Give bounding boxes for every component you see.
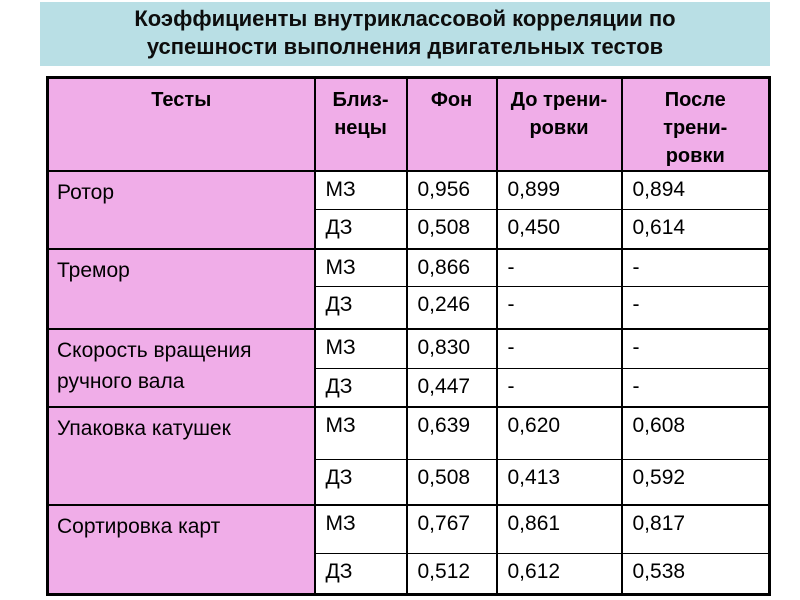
value-cell: 0,246 (405, 286, 498, 330)
table-row: ДЗ 0,508 0,450 0,614 (48, 209, 771, 250)
value-cell: 0,512 (405, 553, 498, 596)
twins-type-cell: МЗ (313, 169, 408, 211)
value-cell: 0,817 (620, 503, 771, 555)
value-cell: 0,608 (620, 405, 771, 461)
value-cell: 0,508 (405, 209, 498, 250)
table-row: Тремор МЗ 0,866 - - (46, 247, 771, 330)
test-name-cell: Скорость вращения ручного вала (46, 327, 316, 408)
value-cell: 0,620 (495, 405, 623, 461)
value-cell: 0,639 (405, 405, 498, 461)
column-header-twins: Близ- нецы (313, 76, 408, 172)
value-cell: 0,830 (405, 327, 498, 370)
value-cell: 0,866 (405, 247, 498, 288)
value-cell: - (620, 286, 771, 330)
twins-type-cell: ДЗ (313, 209, 408, 250)
test-name-cell: Сортировка карт (46, 503, 316, 596)
value-cell: 0,861 (495, 503, 623, 555)
table-row: ДЗ 0,512 0,612 0,538 (48, 553, 771, 596)
value-cell: - (495, 327, 623, 370)
twins-type-cell: МЗ (313, 405, 408, 461)
test-name-cell: Упаковка катушек (46, 405, 316, 506)
value-cell: 0,612 (495, 553, 623, 596)
column-header-baseline: Фон (405, 76, 498, 172)
header-row: Тесты Близ- нецы Фон До трени- ровки Пос… (46, 76, 771, 172)
value-cell: 0,592 (620, 459, 771, 506)
test-name-cell: Тремор (46, 247, 316, 330)
value-cell: 0,956 (405, 169, 498, 211)
correlation-table: Тесты Близ- нецы Фон До трени- ровки Пос… (46, 75, 771, 597)
twins-type-cell: МЗ (313, 247, 408, 288)
value-cell: - (620, 368, 771, 408)
twins-type-cell: ДЗ (313, 459, 408, 506)
value-cell: - (495, 247, 623, 288)
twins-type-cell: ДЗ (313, 368, 408, 408)
table-row: ДЗ 0,246 - - (48, 286, 771, 330)
value-cell: - (620, 247, 771, 288)
value-cell: - (495, 286, 623, 330)
value-cell: 0,899 (495, 169, 623, 211)
table-row: ДЗ 0,508 0,413 0,592 (48, 459, 771, 506)
value-cell: 0,508 (405, 459, 498, 506)
slide-title: Коэффициенты внутриклассовой корреляции … (40, 2, 770, 66)
value-cell: - (620, 327, 771, 370)
table-row: Сортировка карт МЗ 0,767 0,861 0,817 (46, 503, 771, 596)
value-cell: - (495, 368, 623, 408)
value-cell: 0,447 (405, 368, 498, 408)
twins-type-cell: МЗ (313, 327, 408, 370)
value-cell: 0,894 (620, 169, 771, 211)
table-row: Ротор МЗ 0,956 0,899 0,894 (46, 169, 771, 250)
test-name-cell: Ротор (46, 169, 316, 250)
twins-type-cell: ДЗ (313, 553, 408, 596)
value-cell: 0,450 (495, 209, 623, 250)
value-cell: 0,538 (620, 553, 771, 596)
value-cell: 0,413 (495, 459, 623, 506)
table-row: ДЗ 0,447 - - (48, 368, 771, 408)
value-cell: 0,767 (405, 503, 498, 555)
table-row: Упаковка катушек МЗ 0,639 0,620 0,608 (46, 405, 771, 506)
value-cell: 0,614 (620, 209, 771, 250)
column-header-before-training: До трени- ровки (495, 76, 623, 172)
column-header-after-training: После трени- ровки (620, 76, 771, 172)
twins-type-cell: МЗ (313, 503, 408, 555)
twins-type-cell: ДЗ (313, 286, 408, 330)
column-header-tests: Тесты (46, 76, 316, 172)
table-row: Скорость вращения ручного вала МЗ 0,830 … (46, 327, 771, 408)
